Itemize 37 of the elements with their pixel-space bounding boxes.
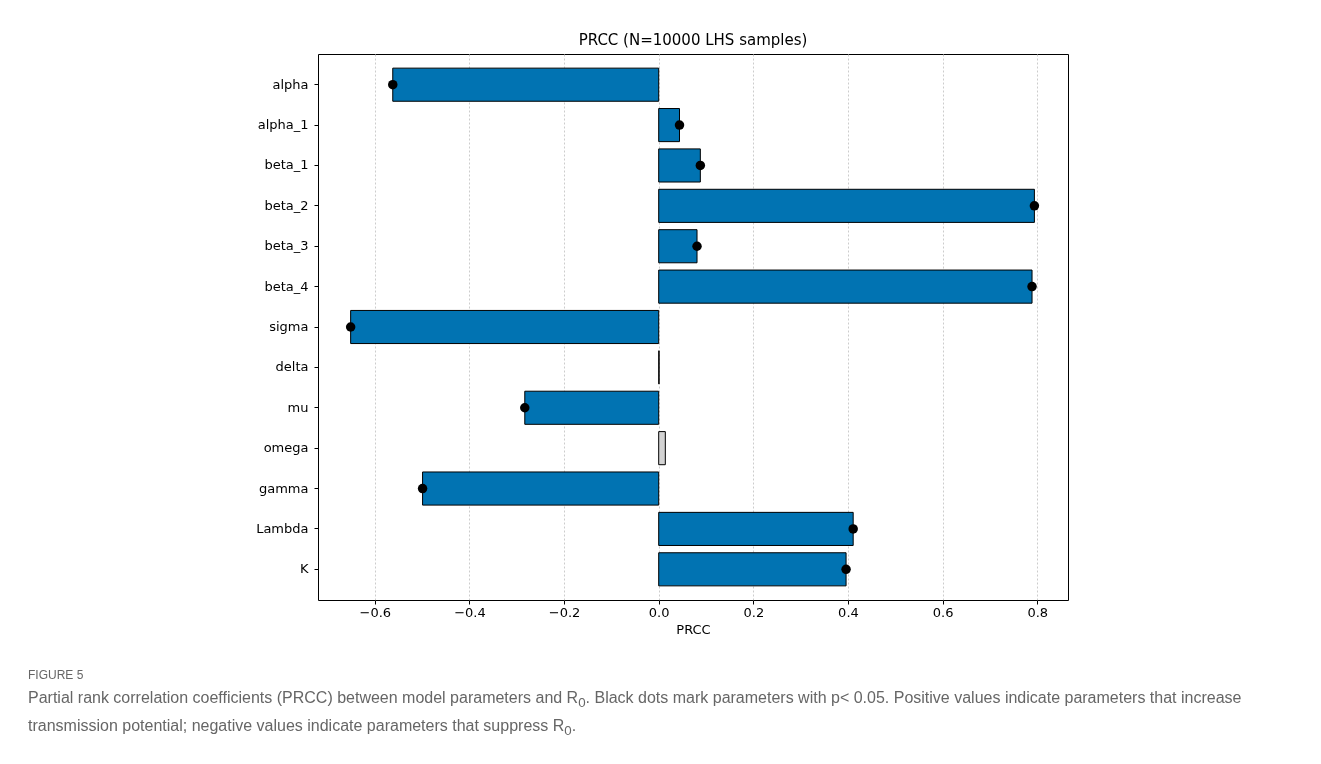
x-tick-label: 0.4	[838, 604, 859, 620]
y-tick-label: Lambda	[256, 520, 309, 536]
y-tick-label: K	[299, 561, 309, 577]
y-tick-label: omega	[263, 440, 309, 456]
y-tick-label: sigma	[269, 319, 309, 334]
bar	[350, 309, 660, 345]
y-tick-label: alpha_1	[257, 117, 309, 133]
y-tick-label: gamma	[258, 480, 309, 496]
x-tick-label: −0.4	[454, 604, 486, 620]
y-tick-label: delta	[275, 359, 309, 375]
bar	[658, 511, 854, 546]
bar	[658, 269, 1033, 304]
y-tick-label: beta_1	[264, 157, 309, 173]
bar	[658, 108, 681, 143]
x-axis-title: PRCC	[676, 621, 711, 637]
chart-title: PRCC (N=10000 LHS samples)	[578, 31, 808, 49]
bar	[658, 552, 847, 587]
bar	[658, 188, 1035, 223]
bar	[422, 471, 660, 506]
x-tick-label: 0.8	[1027, 604, 1049, 620]
y-tick-label: beta_4	[264, 278, 309, 294]
bar	[658, 431, 666, 466]
text: Partial rank correlation coefficients (PRCC) between model parameters and R$_{0}$. Black dots mark parameters with p< 0.05. Positive values indicate parameters that increase transmission potential; negative values indicate parameters that suppress R$_{0}$.	[28, 689, 1242, 739]
y-tick-label: alpha	[272, 76, 309, 92]
y-tick-label: beta_2	[264, 197, 309, 213]
y-tick-label: mu	[287, 399, 309, 415]
x-tick-label: −0.2	[548, 604, 581, 620]
bar	[524, 390, 660, 425]
bar	[658, 148, 701, 183]
x-tick-label: 0.0	[648, 604, 670, 620]
x-tick-label: 0.6	[932, 604, 954, 620]
caption: FIGURE 5	[28, 668, 85, 682]
y-tick-label: beta_3	[264, 238, 309, 254]
x-tick-label: 0.2	[743, 604, 765, 620]
bar	[392, 67, 660, 102]
bar	[658, 229, 698, 264]
x-tick-label: −0.6	[359, 604, 392, 620]
